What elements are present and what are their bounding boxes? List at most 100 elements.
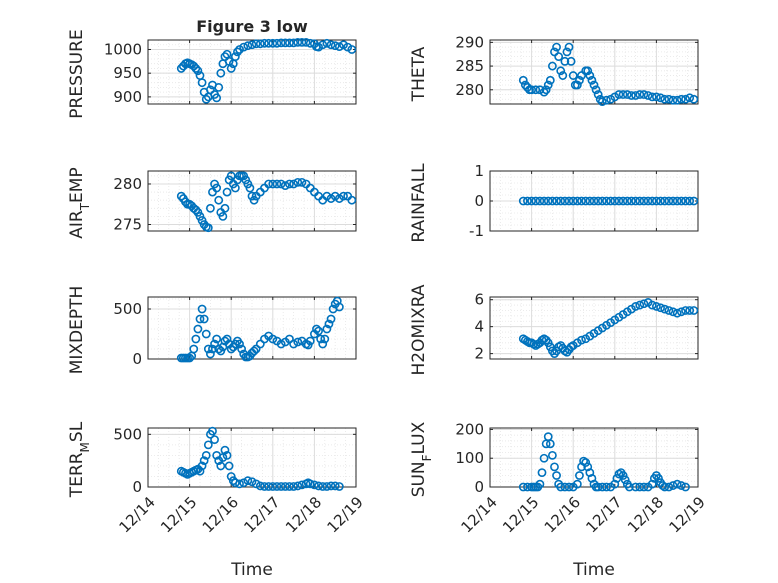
data-point: [518, 482, 528, 492]
data-point: [208, 426, 217, 436]
data-point: [220, 445, 230, 455]
data-point: [560, 482, 570, 492]
data-point: [602, 95, 611, 105]
data-point: [268, 334, 278, 344]
data-point: [689, 94, 699, 104]
data-point: [672, 479, 682, 489]
x-tick-label: 12/19: [324, 493, 367, 536]
data-point: [689, 306, 699, 315]
data-point: [602, 196, 611, 206]
y-axis-label: TERRMSL: [67, 421, 92, 498]
data-point: [635, 300, 645, 310]
data-point: [595, 94, 605, 104]
data-point: [689, 196, 699, 206]
data-point: [334, 302, 344, 312]
data-point: [564, 196, 574, 206]
data-point: [264, 179, 274, 189]
data-point: [326, 40, 336, 50]
data-point: [276, 339, 286, 349]
data-point: [539, 87, 549, 97]
data-point: [643, 196, 653, 206]
y-axis-label: RAINFALL: [409, 163, 429, 243]
y-tick-label: 0: [132, 478, 142, 496]
data-point: [560, 56, 570, 66]
data-point: [593, 482, 603, 492]
figure-title: Figure 3 low: [196, 17, 308, 36]
data-point: [195, 314, 205, 324]
data-point: [314, 481, 323, 491]
data-point: [260, 482, 269, 491]
data-point: [620, 475, 630, 485]
data-point: [276, 482, 286, 491]
x-tick-label: 12/15: [499, 493, 542, 536]
data-point: [587, 75, 597, 85]
data-point: [660, 482, 670, 492]
data-point: [322, 482, 332, 491]
data-point: [548, 61, 557, 71]
data-point: [541, 85, 551, 95]
data-point: [280, 181, 290, 190]
data-point: [614, 196, 624, 206]
data-point: [191, 334, 201, 344]
subplot-mixdepth: 0 500 MIXDEPTH: [67, 286, 357, 374]
data-point: [668, 196, 678, 206]
data-point: [210, 435, 219, 444]
data-point: [293, 37, 303, 47]
data-point: [664, 196, 674, 206]
x-axis-label-right: Time: [572, 560, 615, 580]
data-point: [593, 196, 603, 206]
data-point: [230, 183, 240, 193]
subplot-h2omixra: 2 4 6 H2OMIXRA: [409, 284, 699, 376]
data-point: [203, 440, 213, 450]
data-point: [268, 179, 278, 189]
data-point: [233, 47, 242, 57]
data-point: [664, 482, 674, 492]
x-tick-label: 12/16: [199, 493, 242, 536]
data-point: [272, 482, 282, 491]
data-point: [593, 90, 603, 99]
axes-box: [489, 39, 699, 105]
data-point: [668, 481, 678, 490]
data-point: [610, 196, 620, 206]
data-point: [326, 314, 336, 324]
y-axis-label: H2OMIXRA: [409, 284, 429, 375]
data-point: [237, 344, 246, 354]
data-point: [660, 196, 670, 206]
data-point: [564, 482, 574, 492]
data-point: [212, 93, 222, 103]
subplot-air-temp: 275 280 AIRTEMP: [67, 167, 357, 239]
data-point: [552, 42, 561, 52]
data-point: [681, 306, 690, 315]
data-point: [201, 450, 211, 460]
data-point: [685, 306, 695, 315]
data-point: [339, 191, 348, 201]
data-point: [247, 40, 257, 50]
data-point: [289, 482, 298, 491]
data-point: [685, 196, 695, 206]
data-point: [627, 196, 636, 206]
data-point: [518, 75, 528, 85]
data-point: [672, 308, 682, 318]
data-point: [268, 38, 278, 48]
data-point: [316, 334, 326, 344]
subplot-pressure: 900 950 1000 PRESSURE: [67, 29, 357, 119]
data-point: [245, 183, 255, 193]
data-point: [185, 353, 194, 363]
data-point: [285, 179, 294, 189]
y-axis-label: SUNFLUX: [409, 421, 434, 497]
data-point: [556, 66, 566, 76]
data-point: [199, 456, 209, 466]
data-point: [527, 85, 536, 95]
data-point: [224, 461, 234, 471]
data-point: [222, 187, 232, 197]
y-tick-label: 1000: [104, 40, 142, 58]
data-point: [543, 80, 553, 90]
data-point: [668, 95, 678, 105]
data-point: [560, 196, 570, 206]
data-point: [585, 196, 595, 206]
data-point: [518, 196, 528, 206]
x-tick-label: 12/18: [282, 493, 325, 536]
data-point: [622, 90, 632, 99]
y-axis-label: PRESSURE: [67, 29, 87, 118]
data-point: [531, 85, 541, 95]
